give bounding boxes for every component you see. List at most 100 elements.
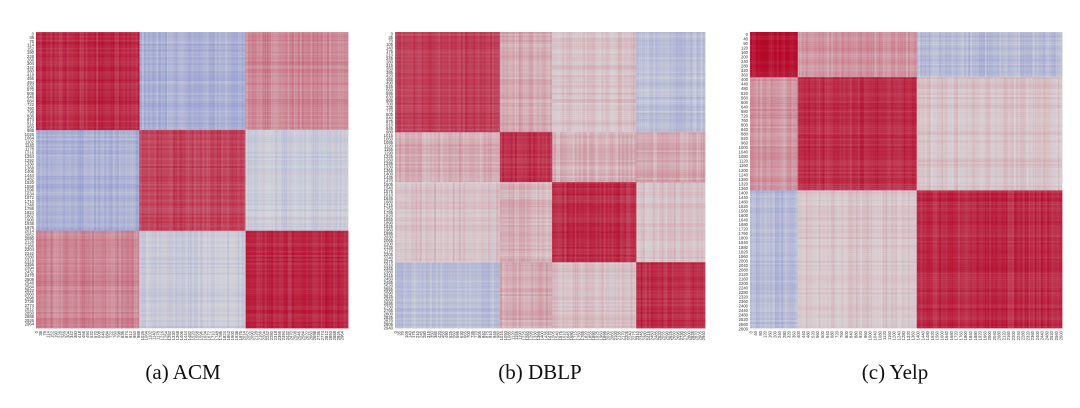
texture-stripe-v <box>1003 77 1006 191</box>
texture-stripe-v <box>991 32 993 78</box>
texture-stripe-h <box>750 57 798 60</box>
texture-stripe-v <box>200 32 203 130</box>
texture-stripe-h <box>636 249 705 251</box>
texture-stripe-h <box>750 144 798 147</box>
texture-stripe-h <box>395 69 500 72</box>
texture-stripe-h <box>245 181 348 184</box>
y-tick-label: 1400 <box>739 190 749 195</box>
y-tick-label: 0 <box>32 31 35 36</box>
texture-stripe-h <box>36 294 140 297</box>
texture-stripe-v <box>235 129 237 231</box>
texture-stripe-v <box>264 129 267 231</box>
texture-stripe-h <box>552 239 637 241</box>
texture-stripe-v <box>774 190 777 328</box>
texture-stripe-v <box>323 129 325 231</box>
heatmap-grid <box>750 32 1063 329</box>
texture-stripe-h <box>552 211 637 213</box>
texture-stripe-h <box>797 124 918 126</box>
texture-stripe-h <box>552 136 637 139</box>
texture-stripe-h <box>797 103 918 105</box>
texture-stripe-v <box>541 182 544 263</box>
texture-stripe-h <box>395 101 500 103</box>
texture-stripe-h <box>750 105 798 107</box>
y-tick-label: 1216 <box>25 150 35 155</box>
texture-stripe-h <box>36 160 140 162</box>
texture-stripe-v <box>810 190 812 328</box>
texture-stripe-v <box>506 132 508 183</box>
texture-stripe-v <box>649 182 652 263</box>
texture-stripe-v <box>1049 190 1051 328</box>
texture-stripe-v <box>556 132 558 183</box>
x-tick-label: 1480 <box>925 330 930 340</box>
texture-stripe-h <box>139 69 246 71</box>
texture-stripe-h <box>636 47 705 50</box>
x-tick-label: 1085 <box>507 330 512 340</box>
texture-stripe-h <box>499 270 553 273</box>
texture-stripe-h <box>36 97 140 99</box>
texture-stripe-h <box>36 243 140 246</box>
texture-stripe-v <box>599 32 602 133</box>
texture-stripe-v <box>669 262 672 328</box>
texture-stripe-h <box>139 170 246 172</box>
texture-stripe-h <box>36 322 140 324</box>
texture-stripe-h <box>245 174 348 176</box>
texture-stripe-v <box>79 129 82 231</box>
x-tick-label: 1634 <box>202 330 207 340</box>
texture-stripe-h <box>245 158 348 161</box>
texture-stripe-v <box>640 32 643 133</box>
texture-stripe-h <box>499 91 553 93</box>
texture-stripe-v <box>885 32 887 78</box>
texture-stripe-v <box>808 32 810 78</box>
texture-stripe-h <box>36 132 140 135</box>
texture-stripe-v <box>626 132 629 183</box>
texture-stripe-h <box>917 274 1062 276</box>
texture-stripe-v <box>972 77 975 191</box>
texture-stripe-h <box>917 45 1062 48</box>
texture-stripe-v <box>645 262 647 328</box>
texture-stripe-h <box>552 87 637 89</box>
texture-stripe-h <box>395 122 500 124</box>
texture-stripe-v <box>595 182 597 263</box>
texture-stripe-h <box>797 268 918 271</box>
texture-stripe-v <box>802 190 804 328</box>
texture-stripe-h <box>245 191 348 194</box>
texture-stripe-v <box>783 32 785 78</box>
texture-stripe-v <box>682 132 684 183</box>
texture-stripe-v <box>808 77 811 191</box>
texture-stripe-h <box>750 314 798 316</box>
texture-stripe-v <box>446 182 449 263</box>
texture-stripe-h <box>552 235 637 237</box>
texture-stripe-h <box>36 260 140 263</box>
texture-stripe-h <box>139 87 246 89</box>
texture-stripe-h <box>917 290 1062 292</box>
texture-stripe-h <box>636 322 705 324</box>
texture-stripe-v <box>216 32 219 130</box>
caption-yelp: (c) Yelp <box>861 360 929 384</box>
texture-stripe-v <box>331 32 333 130</box>
texture-stripe-v <box>587 32 590 133</box>
texture-stripe-h <box>395 132 500 135</box>
texture-stripe-h <box>245 67 348 70</box>
y-tick-label: 1855 <box>384 217 394 222</box>
texture-stripe-v <box>787 77 789 191</box>
texture-stripe-h <box>750 176 798 178</box>
texture-stripe-v <box>502 182 504 263</box>
texture-stripe-h <box>139 43 246 46</box>
texture-stripe-h <box>797 219 918 222</box>
texture-stripe-h <box>636 237 705 239</box>
texture-stripe-h <box>36 43 140 46</box>
x-tick-label: 2080 <box>997 330 1002 340</box>
texture-stripe-h <box>245 116 348 119</box>
texture-stripe-v <box>477 32 480 133</box>
y-tick-label: 1610 <box>384 193 394 198</box>
texture-stripe-h <box>139 266 246 269</box>
texture-stripe-h <box>636 235 705 237</box>
texture-stripe-h <box>395 264 500 267</box>
texture-stripe-h <box>36 245 140 247</box>
texture-stripe-h <box>552 278 637 281</box>
texture-stripe-h <box>636 241 705 243</box>
y-tick-label: 1596 <box>25 188 35 193</box>
texture-stripe-h <box>636 122 705 125</box>
texture-stripe-h <box>636 326 705 328</box>
texture-stripe-v <box>73 230 76 328</box>
